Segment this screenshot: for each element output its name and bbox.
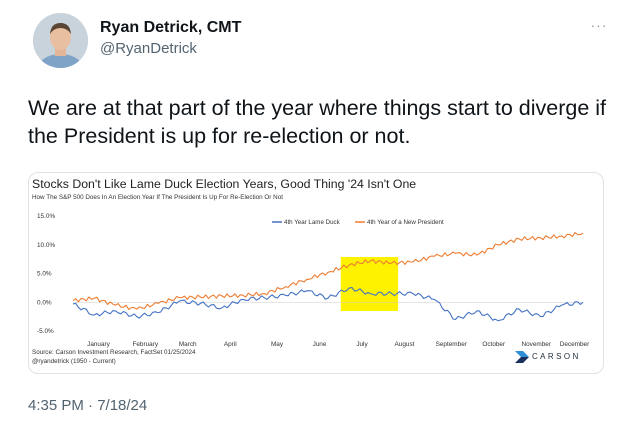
chart-source: Source: Carson Investment Research, Fact… [32,349,196,356]
x-tick-label: July [356,341,368,348]
carson-logo: CARSON [514,350,598,364]
carson-logo-text: CARSON [532,352,581,361]
legend-label: 4th Year Lame Duck [284,219,341,226]
more-options-button[interactable]: ··· [590,17,608,33]
avatar-image [33,13,88,68]
x-tick-label: January [87,341,111,348]
y-tick-label: -5.0% [37,328,54,335]
x-tick-label: December [560,341,590,348]
y-tick-label: 5.0% [37,271,52,278]
x-tick-label: August [395,341,415,348]
y-tick-label: 10.0% [37,242,55,249]
x-tick-label: March [179,341,197,348]
chart-source-handle: @ryandetrick (1950 - Current) [32,358,116,365]
avatar[interactable] [33,13,88,68]
x-tick-label: June [313,341,327,348]
x-tick-label: February [132,341,158,348]
x-tick-label: October [482,341,506,348]
chart-image[interactable]: Stocks Don't Like Lame Duck Election Yea… [28,172,604,374]
y-tick-label: 0.0% [37,299,52,306]
line-chart: 15.0% 10.0% 5.0% 0.0% -5.0% January February Ma… [37,213,590,348]
x-tick-label: November [522,341,552,348]
chart-title: Stocks Don't Like Lame Duck Election Yea… [32,177,417,191]
y-tick-label: 15.0% [37,213,55,220]
carson-logo-icon [515,351,529,363]
chart-subtitle: How The S&P 500 Does In An Election Year… [32,194,283,201]
x-tick-label: May [271,341,284,348]
legend-label: 4th Year of a New President [367,219,444,226]
tweet-timestamp[interactable]: 4:35 PM · 7/18/24 [28,397,148,414]
tweet-text: We are at that part of the year where th… [28,96,607,148]
author-handle[interactable]: @RyanDetrick [100,40,197,57]
x-tick-label: April [224,341,237,348]
x-tick-label: September [436,341,468,348]
series-line-new-president [72,231,584,311]
series-line-lame-duck [72,286,584,322]
author-name[interactable]: Ryan Detrick, CMT [100,19,242,36]
